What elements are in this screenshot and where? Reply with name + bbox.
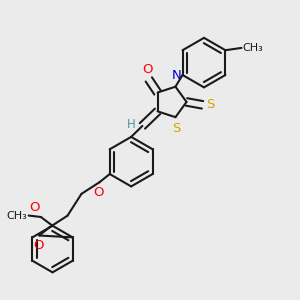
Text: O: O xyxy=(29,201,39,214)
Text: CH₃: CH₃ xyxy=(6,211,27,220)
Text: S: S xyxy=(206,98,214,111)
Text: O: O xyxy=(33,239,44,252)
Text: S: S xyxy=(172,122,181,134)
Text: H: H xyxy=(127,118,136,131)
Text: N: N xyxy=(172,69,182,82)
Text: CH₃: CH₃ xyxy=(242,43,263,53)
Text: O: O xyxy=(93,186,104,199)
Text: O: O xyxy=(143,63,153,76)
